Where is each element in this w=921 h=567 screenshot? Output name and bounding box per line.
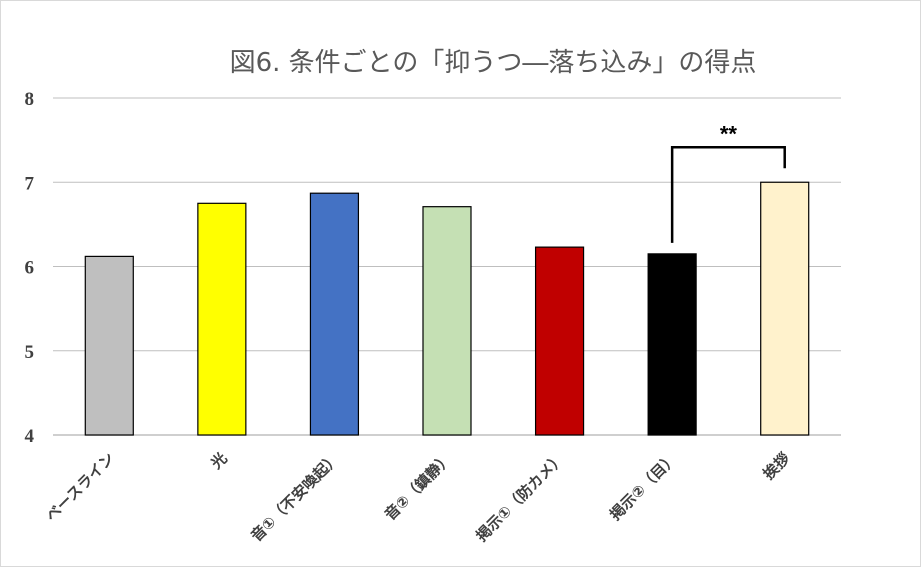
significance-annotation: **	[670, 121, 786, 243]
y-tick-label: 8	[25, 89, 35, 110]
x-tick-label: 音②（鎮静）	[381, 449, 456, 524]
y-tick-label: 6	[25, 258, 35, 279]
y-tick-label: 5	[25, 342, 35, 363]
x-tick-label: ベースライン	[42, 449, 118, 525]
x-axis-labels: ベースライン 光音①（不安喚起） 音②（鎮静） 掲示①（防カメ） 掲示②（目） 挨拶	[42, 449, 793, 545]
bar	[534, 246, 585, 436]
bar	[422, 206, 472, 436]
x-tick-label: 掲示①（防カメ）	[472, 449, 568, 545]
chart-title: 図6. 条件ごとの「抑うつ―落ち込み」の得点	[230, 48, 757, 78]
bar	[760, 181, 810, 436]
significance-label: **	[720, 121, 738, 146]
x-tick-label: 掲示②（目）	[606, 449, 681, 524]
x-tick-label: 光	[207, 449, 231, 473]
bar	[84, 255, 134, 436]
significance-bracket	[670, 146, 786, 243]
y-tick-label: 4	[25, 426, 35, 447]
bar	[647, 253, 697, 436]
y-tick-label: 7	[25, 173, 35, 194]
bar	[309, 192, 360, 436]
y-axis-ticks: 4 5 6 7 8	[25, 89, 35, 447]
x-tick-label: 挨拶	[760, 449, 794, 483]
x-tick-label: 音①（不安喚起）	[247, 449, 343, 545]
bar	[197, 202, 247, 436]
bars	[84, 181, 810, 436]
